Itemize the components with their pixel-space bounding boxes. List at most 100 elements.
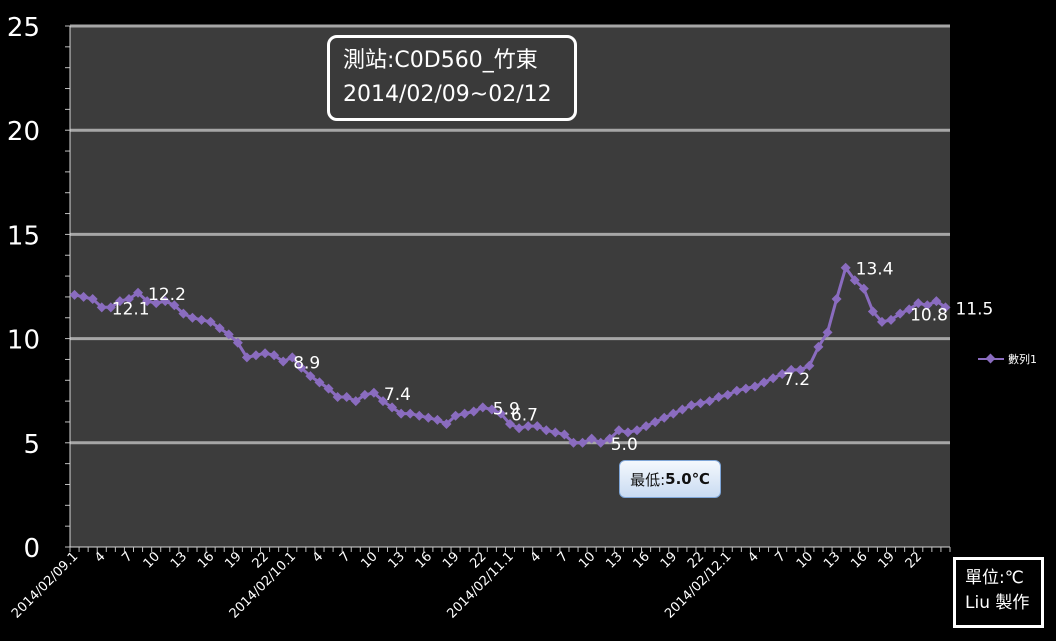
data-label: 5.0 [611, 435, 638, 455]
data-point-marker [87, 294, 98, 305]
data-point-marker [278, 356, 289, 367]
data-point-marker [704, 396, 715, 407]
x-tick-label: 16 [631, 549, 653, 571]
y-tick-label: 25 [7, 13, 40, 43]
chart-title-station: 測站:C0D560_竹東 [343, 48, 538, 73]
data-point-marker [849, 275, 860, 286]
series-line [69, 262, 951, 448]
author-credit: Liu 製作 [965, 593, 1030, 613]
data-point-marker [114, 296, 125, 307]
data-point-marker [550, 427, 561, 438]
x-tick-label: 13 [386, 549, 408, 571]
data-point-marker [940, 302, 951, 313]
data-point-marker [886, 314, 897, 325]
chart-title-daterange: 2014/02/09~02/12 [343, 82, 552, 107]
data-point-marker [777, 369, 788, 380]
data-point-marker [214, 323, 225, 334]
legend-marker-icon [978, 353, 1004, 364]
data-point-marker [795, 364, 806, 375]
data-point-marker [241, 352, 252, 363]
data-point-marker [250, 350, 261, 361]
data-point-marker [632, 425, 643, 436]
data-point-marker [341, 391, 352, 402]
data-point-marker [514, 423, 525, 434]
data-point-marker [133, 287, 144, 298]
data-point-marker [822, 327, 833, 338]
data-label: 10.8 [910, 306, 948, 326]
data-point-marker [595, 437, 606, 448]
data-point-marker [831, 294, 842, 305]
data-point-marker [840, 262, 851, 273]
y-tick-label: 5 [23, 430, 40, 460]
data-point-marker [686, 400, 697, 411]
data-point-marker [287, 352, 298, 363]
min-value: 5.0℃ [665, 470, 710, 488]
y-tick-label: 15 [7, 221, 40, 251]
y-tick-label: 0 [23, 534, 40, 564]
data-point-marker [368, 387, 379, 398]
data-point-marker [604, 433, 615, 444]
data-point-marker [931, 296, 942, 307]
data-point-marker [196, 314, 207, 325]
data-point-marker [759, 377, 770, 388]
data-point-marker [768, 373, 779, 384]
data-point-marker [377, 396, 388, 407]
data-point-marker [405, 408, 416, 419]
data-point-marker [786, 364, 797, 375]
data-point-marker [895, 308, 906, 319]
data-point-marker [922, 300, 933, 311]
data-point-marker [586, 433, 597, 444]
data-point-marker [913, 298, 924, 309]
min-temperature-callout: 最低: 5.0℃ [619, 460, 721, 498]
data-point-marker [740, 383, 751, 394]
unit-label: 單位:℃ [965, 568, 1024, 588]
data-point-marker [423, 412, 434, 423]
data-point-marker [468, 406, 479, 417]
x-tick-label: 13 [821, 549, 843, 571]
data-point-marker [505, 419, 515, 430]
data-point-marker [105, 302, 116, 313]
data-point-marker [677, 404, 688, 415]
x-tick-label: 10 [358, 549, 380, 571]
x-tick-label: 16 [413, 549, 435, 571]
data-label: 12.1 [112, 299, 150, 319]
data-point-marker [160, 296, 171, 307]
data-point-marker [314, 377, 325, 388]
data-point-marker [650, 416, 661, 427]
data-point-marker [459, 408, 470, 419]
data-label: 6.7 [511, 406, 538, 426]
data-label: 12.2 [148, 285, 186, 305]
data-label: 5.9 [493, 399, 520, 419]
data-point-marker [223, 329, 234, 340]
x-tick-label: 13 [603, 549, 625, 571]
data-point-marker [414, 410, 425, 421]
data-point-marker [187, 312, 198, 323]
data-point-marker [123, 294, 134, 305]
data-label: 7.2 [783, 370, 810, 390]
data-point-marker [332, 391, 343, 402]
x-tick-label: 10 [576, 549, 598, 571]
y-tick-label: 20 [7, 117, 40, 147]
data-point-marker [532, 421, 543, 432]
data-label: 13.4 [856, 260, 894, 280]
y-tick-label: 10 [7, 326, 40, 356]
data-point-marker [178, 308, 189, 319]
x-tick-label: 2014/02/09.1 [9, 549, 81, 621]
data-point-marker [305, 371, 316, 382]
x-tick-label: 13 [168, 549, 190, 571]
data-point-marker [142, 296, 153, 307]
x-tick-label: 19 [440, 549, 462, 571]
data-point-marker [749, 381, 760, 392]
data-point-marker [69, 289, 80, 300]
data-point-marker [296, 362, 307, 373]
data-point-marker [613, 425, 624, 436]
x-tick-label: 10 [141, 549, 163, 571]
data-point-marker [622, 427, 633, 438]
x-tick-label: 19 [876, 549, 898, 571]
legend-label: 數列1 [1008, 353, 1037, 366]
data-point-marker [523, 421, 534, 432]
data-point-marker [495, 408, 506, 419]
data-point-marker [577, 437, 588, 448]
gridlines [70, 24, 950, 445]
